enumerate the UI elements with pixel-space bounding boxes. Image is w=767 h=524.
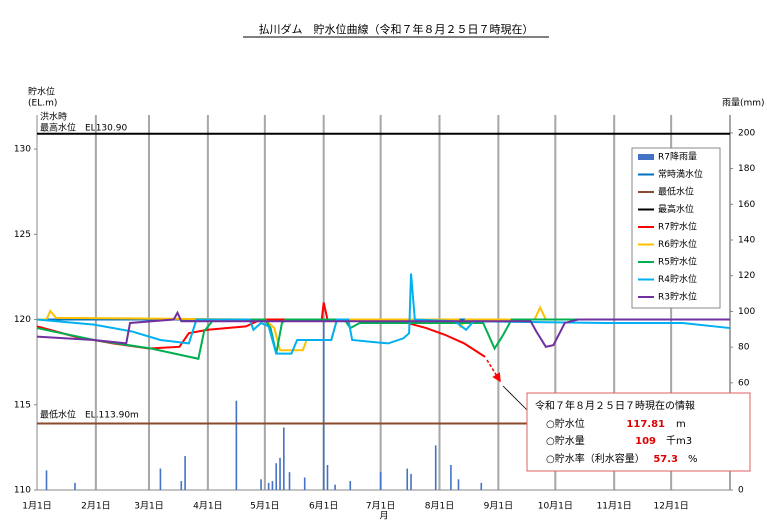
y2-tick-label: 80 bbox=[738, 343, 750, 353]
y2-tick-label: 180 bbox=[738, 164, 755, 174]
rain-bar bbox=[159, 468, 162, 490]
info-box bbox=[526, 392, 751, 472]
rain-bar bbox=[480, 482, 483, 490]
rain-bar bbox=[334, 484, 336, 490]
x-axis-label: 月 bbox=[379, 511, 388, 522]
legend-label: R5貯水位 bbox=[658, 256, 697, 268]
rain-bar bbox=[267, 482, 270, 490]
y2-tick-label: 200 bbox=[738, 128, 755, 138]
rain-bar bbox=[303, 477, 306, 490]
x-tick-label: 4月1日 bbox=[193, 501, 222, 512]
rain-bar bbox=[349, 481, 352, 490]
leader-line bbox=[502, 385, 528, 411]
legend-label: R6貯水位 bbox=[658, 238, 697, 250]
series-line bbox=[36, 273, 731, 355]
legend-swatch bbox=[638, 154, 654, 160]
series-line bbox=[36, 310, 730, 348]
x-tick-label: 2月1日 bbox=[81, 501, 110, 512]
rain-bar bbox=[260, 479, 262, 490]
y-tick-label: 120 bbox=[14, 315, 31, 325]
y2-tick-label: 140 bbox=[738, 236, 755, 246]
y2-axis-label: 雨量(mm) bbox=[722, 98, 765, 109]
rain-bar bbox=[434, 445, 437, 490]
info-value: 117.81 bbox=[626, 419, 665, 430]
rain-bar bbox=[450, 465, 452, 490]
y2-tick-label: 60 bbox=[738, 378, 750, 388]
y-tick-label: 115 bbox=[14, 400, 31, 410]
y2-tick-label: 120 bbox=[738, 271, 755, 281]
y2-tick-label: 160 bbox=[738, 200, 755, 210]
rain-bar bbox=[74, 482, 76, 490]
rain-bar bbox=[271, 481, 274, 490]
rain-bar bbox=[326, 465, 329, 490]
legend-label: 最高水位 bbox=[658, 203, 694, 215]
rain-bar bbox=[275, 463, 278, 490]
legend-label: 常時満水位 bbox=[658, 168, 703, 180]
info-title: 令和７年８月２５日７時現在の情報 bbox=[535, 399, 695, 412]
legend-label: R4貯水位 bbox=[658, 273, 697, 285]
x-tick-label: 11月1日 bbox=[597, 501, 632, 512]
y2-tick-label: 100 bbox=[738, 307, 755, 317]
rain-bar bbox=[288, 472, 291, 490]
x-tick-label: 3月1日 bbox=[134, 501, 163, 512]
rain-bar bbox=[180, 481, 183, 490]
info-unit: 千m3 bbox=[666, 435, 692, 447]
series-line bbox=[36, 318, 730, 360]
annotation: 最低水位 EL.113.90m bbox=[40, 409, 139, 421]
rain-bar bbox=[410, 473, 412, 490]
y-tick-label: 110 bbox=[14, 486, 31, 496]
info-unit: m bbox=[676, 419, 686, 430]
chart-title: 払川ダム 貯水位曲線（令和７年８月２５日７時現在） bbox=[259, 22, 534, 36]
y-axis-label: (EL.m) bbox=[28, 99, 57, 109]
x-tick-label: 5月1日 bbox=[250, 501, 279, 512]
x-tick-label: 9月1日 bbox=[484, 501, 513, 512]
info-value: 57.3 bbox=[653, 454, 678, 465]
arrow bbox=[486, 359, 501, 383]
y-axis-label: 貯水位 bbox=[28, 86, 55, 98]
y2-tick-label: 0 bbox=[738, 486, 744, 496]
rain-bar bbox=[283, 427, 285, 490]
x-tick-label: 6月1日 bbox=[309, 501, 338, 512]
x-tick-label: 7月1日 bbox=[366, 501, 395, 512]
rain-bar bbox=[45, 470, 48, 490]
annotation: 最高水位 EL130.90 bbox=[40, 122, 127, 134]
series-line bbox=[36, 302, 486, 358]
x-tick-label: 8月1日 bbox=[425, 501, 454, 512]
x-tick-label: 12月1日 bbox=[654, 501, 689, 512]
info-label: ○貯水位 bbox=[546, 417, 585, 430]
annotation: 洪水時 bbox=[40, 111, 67, 123]
rain-bar bbox=[235, 400, 238, 490]
rain-bar bbox=[457, 479, 460, 490]
rain-bar bbox=[322, 320, 325, 490]
legend-label: R3貯水位 bbox=[658, 291, 697, 303]
rain-bar bbox=[184, 456, 186, 490]
legend-label: R7貯水位 bbox=[658, 221, 697, 233]
info-unit: % bbox=[688, 454, 698, 465]
y-tick-label: 125 bbox=[14, 230, 31, 240]
info-value: 109 bbox=[635, 436, 656, 447]
info-label: ○貯水量 bbox=[546, 435, 585, 447]
rain-bar bbox=[279, 457, 281, 490]
y-tick-label: 130 bbox=[14, 145, 31, 155]
legend-label: R7降雨量 bbox=[658, 151, 697, 163]
info-label: ○貯水率（利水容量） bbox=[546, 452, 645, 465]
x-tick-label: 1月1日 bbox=[22, 501, 51, 512]
rain-bar bbox=[379, 472, 382, 490]
x-tick-label: 10月1日 bbox=[538, 501, 573, 512]
legend-label: 最低水位 bbox=[658, 186, 694, 198]
rain-bar bbox=[406, 468, 409, 490]
